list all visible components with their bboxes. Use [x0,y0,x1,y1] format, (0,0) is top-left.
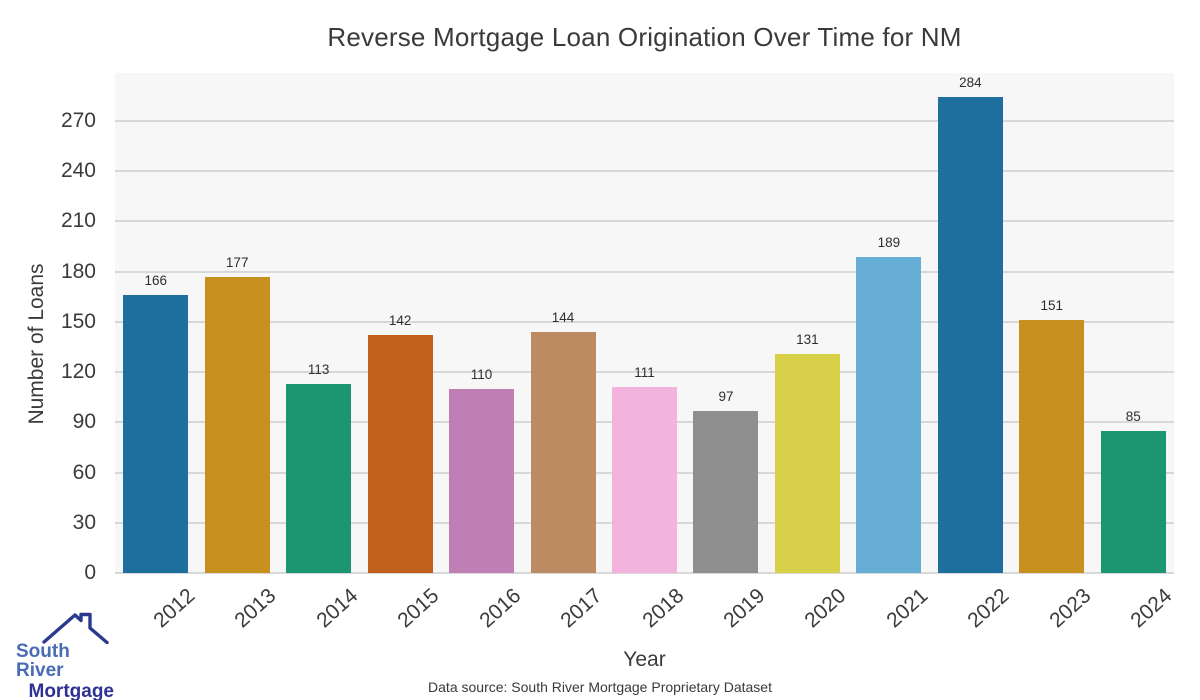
bar [937,97,1003,573]
bar [1100,430,1166,573]
x-tick-label: 2017 [556,584,607,633]
x-tick-label: 2021 [882,584,933,633]
bar [367,335,433,573]
y-tick-label: 240 [60,159,96,183]
x-tick-label: 2020 [800,584,851,633]
bar [530,331,596,573]
logo-text-mortgage: Mortgage [28,681,115,700]
bar [286,383,352,573]
gridline [115,220,1174,223]
y-tick-label: 210 [60,209,96,233]
y-tick-label: 90 [72,410,96,434]
bar [204,276,270,573]
gridline [115,170,1174,173]
bar-value-label: 189 [877,234,901,250]
x-tick-label: 2012 [149,584,200,633]
x-tick-label: 2018 [637,584,688,633]
x-tick-label: 2013 [230,584,281,633]
bar [856,256,922,573]
y-tick-label: 120 [60,360,96,384]
bar-value-label: 151 [1040,298,1064,314]
gridline [115,371,1174,374]
bar-value-label: 166 [144,273,167,289]
bar-value-label: 177 [225,254,249,270]
x-tick-label: 2022 [963,584,1014,633]
y-tick-label: 180 [60,259,96,283]
x-tick-label: 2019 [719,584,770,633]
bar-value-label: 284 [959,75,982,91]
gridline [115,572,1174,574]
bar [774,353,840,573]
data-source-note: Data source: South River Mortgage Propri… [428,679,772,695]
x-tick-label: 2024 [1126,584,1177,633]
gridline [115,270,1174,273]
gridline [115,320,1174,323]
bar-value-label: 97 [718,388,734,404]
x-tick-label: 2014 [311,584,363,633]
bar [1019,320,1085,573]
bar-value-label: 113 [307,361,330,377]
bar [123,295,189,573]
x-axis-title: Year [623,648,666,671]
house-roof-icon [42,612,109,644]
y-tick-label: 0 [84,561,96,584]
x-tick-label: 2016 [474,584,525,633]
y-tick-label: 270 [60,108,96,132]
bar-value-label: 85 [1125,408,1141,424]
bar-value-label: 110 [470,366,493,382]
bar-value-label: 111 [634,365,655,381]
bar-value-label: 131 [796,331,819,347]
x-tick-label: 2015 [393,584,444,633]
bar-value-label: 142 [388,313,412,329]
gridline [115,119,1174,122]
logo-text-south-river: South River [16,641,70,681]
plot-area: 0 30 60 90 120 150 180 210 240 270 166 2012 177 2013 1… [61,73,1177,632]
bar-value-label: 144 [551,309,575,325]
x-tick-label: 2023 [1045,584,1096,633]
brand-logo: South River Mortgage [16,612,116,700]
y-tick-label: 150 [60,309,96,333]
bar [693,410,759,573]
chart-title: Reverse Mortgage Loan Origination Over T… [327,22,962,52]
bar [612,387,677,573]
y-tick-label: 30 [72,510,96,534]
y-tick-label: 60 [72,460,96,484]
bar [449,388,515,573]
